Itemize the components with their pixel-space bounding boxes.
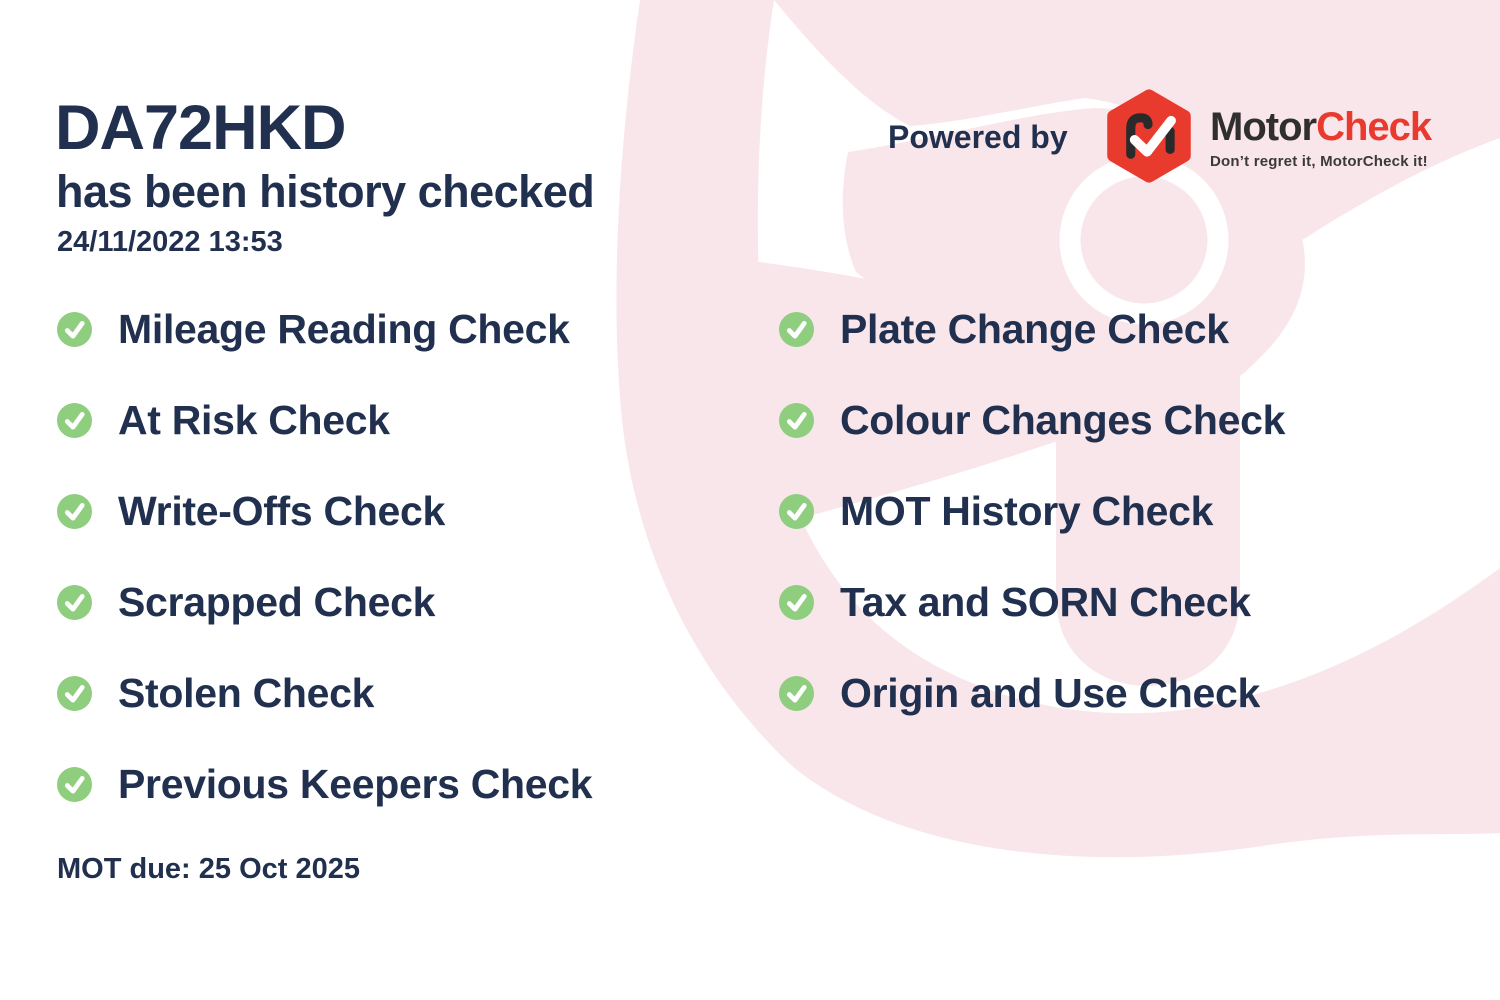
check-label: Plate Change Check [840,306,1229,352]
brand-name: MotorCheck [1210,107,1460,147]
check-label: Mileage Reading Check [118,306,570,352]
check-list-right: Plate Change Check Colour Changes Check … [779,284,1285,739]
check-label: Colour Changes Check [840,397,1286,443]
brand-name-check: Check [1316,105,1432,149]
check-list-item: Previous Keepers Check [57,739,593,830]
motorcheck-hexagon-check-icon [1107,89,1191,183]
check-list-item: Tax and SORN Check [779,557,1285,648]
check-timestamp: 24/11/2022 13:53 [57,226,283,258]
check-label: Previous Keepers Check [118,761,593,807]
green-check-circle-icon [57,676,92,711]
brand-name-motor: Motor [1210,105,1317,149]
check-label: Write-Offs Check [118,488,446,534]
check-list-item: At Risk Check [57,375,592,466]
check-label: MOT History Check [840,488,1214,534]
green-check-circle-icon [779,494,814,529]
green-check-circle-icon [57,403,92,438]
wheel-top-band-shape [774,0,1500,244]
green-check-circle-icon [57,767,92,802]
check-label: Scrapped Check [118,579,436,625]
check-list-item: Origin and Use Check [779,648,1285,739]
green-check-circle-icon [779,585,814,620]
check-list-item: Scrapped Check [57,557,592,648]
powered-by-label: Powered by [888,119,1068,155]
check-label: Stolen Check [118,670,375,716]
check-list-item: Plate Change Check [779,284,1285,375]
green-check-circle-icon [779,312,814,347]
green-check-circle-icon [779,403,814,438]
green-check-circle-icon [57,494,92,529]
check-list-item: Colour Changes Check [779,375,1285,466]
check-label: Tax and SORN Check [840,579,1251,625]
check-label: Origin and Use Check [840,670,1261,716]
registration-plate: DA72HKD [55,93,347,163]
check-list-item: Write-Offs Check [57,466,592,557]
check-label: At Risk Check [118,397,390,443]
wheel-down-spoke-shape [1056,350,1240,686]
green-check-circle-icon [57,585,92,620]
brand-tagline: Don’t regret it, MotorCheck it! [1210,153,1428,170]
check-list-item: Stolen Check [57,648,592,739]
green-check-circle-icon [779,676,814,711]
wheel-rim-shape [616,0,1500,858]
green-check-circle-icon [57,312,92,347]
brand-text-block: MotorCheck Don’t regret it, MotorCheck i… [1210,107,1460,170]
check-list-item: Mileage Reading Check [57,284,592,375]
check-list-item: MOT History Check [779,466,1285,557]
headline: has been history checked [56,166,595,217]
check-list-left: Mileage Reading Check At Risk Check Writ… [57,284,593,830]
mot-due-label: MOT due: 25 Oct 2025 [57,853,360,885]
